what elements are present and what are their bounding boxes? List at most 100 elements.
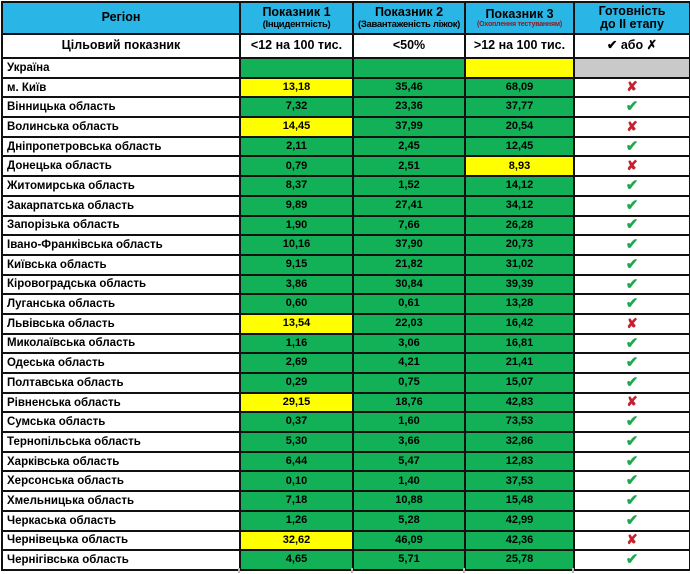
indicator2-cell: 27,41: [352, 194, 466, 217]
region-cell: м. Київ: [1, 76, 241, 99]
indicator2-cell: 1,60: [352, 411, 466, 434]
indicator1-cell: 9,89: [239, 194, 354, 217]
indicator2-cell: 21,82: [352, 253, 466, 276]
table-row: Львівська область 13,54 22,03 16,42 ✘: [1, 312, 690, 335]
indicator3-cell: 16,42: [464, 312, 575, 335]
grid-stub: [238, 568, 240, 573]
table-row: Миколаївська область 1,16 3,06 16,81 ✔: [1, 332, 690, 355]
readiness-cell: ✔: [573, 135, 690, 158]
check-icon: ✔: [625, 295, 639, 313]
check-icon: ✔: [625, 334, 639, 352]
table-row: Київська область 9,15 21,82 31,02 ✔: [1, 253, 690, 276]
indicator1-cell: 4,65: [239, 549, 354, 571]
cross-icon: ✘: [626, 394, 638, 410]
readiness-cell: ✘: [573, 116, 690, 138]
region-cell: Сумська область: [1, 411, 241, 434]
table-row: Волинська область 14,45 37,99 20,54 ✘: [1, 116, 690, 138]
readiness-cell: ✔: [573, 431, 690, 453]
indicator3-cell: 34,12: [464, 194, 575, 217]
readiness-cell: ✘: [573, 76, 690, 99]
grid-stub: [572, 568, 574, 573]
region-cell: Черкаська область: [1, 509, 241, 532]
check-icon: ✔: [625, 452, 639, 470]
indicator3-cell: 15,48: [464, 490, 575, 512]
indicator1-cell: 0,37: [239, 411, 354, 434]
indicator2-cell: 0,61: [352, 293, 466, 315]
table-row: Сумська область 0,37 1,60 73,53 ✔: [1, 411, 690, 434]
region-cell: Луганська область: [1, 293, 241, 315]
region-cell: Чернігівська область: [1, 549, 241, 571]
grid-stub: [351, 568, 353, 573]
region-cell: Рівненська область: [1, 391, 241, 414]
check-icon: ✔: [625, 177, 639, 195]
indicator3-cell: 12,45: [464, 135, 575, 158]
indicator2-cell: 37,99: [352, 116, 466, 138]
readiness-cell: ✔: [573, 549, 690, 571]
cross-icon: ✘: [626, 158, 638, 173]
table-row: Тернопільська область 5,30 3,66 32,86 ✔: [1, 431, 690, 453]
table-row: м. Київ 13,18 35,46 68,09 ✘: [1, 76, 690, 99]
indicator3-cell: 37,77: [464, 96, 575, 119]
region-cell: Вінницька область: [1, 96, 241, 119]
target-label: Цільовий показник: [1, 33, 241, 59]
region-cell: Львівська область: [1, 312, 241, 335]
table-row: Рівненська область 29,15 18,76 42,83 ✘: [1, 391, 690, 414]
col-header-indicator1-subtitle: (Інцидентність): [262, 18, 331, 30]
region-cell: Закарпатська область: [1, 194, 241, 217]
check-icon: ✔: [625, 472, 639, 490]
table-row: Запорізька область 1,90 7,66 26,28 ✔: [1, 214, 690, 237]
table-row: Закарпатська область 9,89 27,41 34,12 ✔: [1, 194, 690, 217]
indicator1-cell: 1,16: [239, 332, 354, 355]
indicator3-cell: 13,28: [464, 293, 575, 315]
indicator1-cell: 13,18: [239, 76, 354, 99]
readiness-cell: ✘: [573, 391, 690, 414]
table-body: Україна м. Київ 13,18 35,46 68,09 ✘ Вінницька …: [1, 57, 690, 571]
readiness-cell: ✔: [573, 470, 690, 493]
check-icon: ✔: [625, 255, 639, 273]
region-cell: Кіровоградська область: [1, 273, 241, 296]
indicator3-cell: 68,09: [464, 76, 575, 99]
indicator3-cell: 8,93: [464, 155, 575, 178]
table-row: Полтавська область 0,29 0,75 15,07 ✔: [1, 372, 690, 394]
readiness-cell: [573, 57, 690, 79]
indicator1-cell: 8,37: [239, 175, 354, 197]
indicator1-cell: 7,32: [239, 96, 354, 119]
indicator1-cell: 3,86: [239, 273, 354, 296]
indicator2-cell: [352, 57, 466, 79]
region-cell: Київська область: [1, 253, 241, 276]
check-icon: ✔: [625, 551, 639, 569]
readiness-cell: ✔: [573, 411, 690, 434]
indicator3-cell: 37,53: [464, 470, 575, 493]
readiness-cell: ✘: [573, 312, 690, 335]
region-cell: Донецька область: [1, 155, 241, 178]
indicator1-cell: 2,69: [239, 352, 354, 374]
readiness-cell: ✔: [573, 490, 690, 512]
indicator3-cell: 14,12: [464, 175, 575, 197]
indicator3-cell: 42,99: [464, 509, 575, 532]
indicator2-cell: 5,71: [352, 549, 466, 571]
indicator1-cell: 0,29: [239, 372, 354, 394]
readiness-cell: ✔: [573, 234, 690, 256]
indicator1-cell: 7,18: [239, 490, 354, 512]
region-cell: Харківська область: [1, 450, 241, 473]
readiness-cell: ✔: [573, 175, 690, 197]
indicator3-cell: 26,28: [464, 214, 575, 237]
table-row: Черкаська область 1,26 5,28 42,99 ✔: [1, 509, 690, 532]
check-icon: ✔: [625, 433, 639, 451]
indicator1-cell: 10,16: [239, 234, 354, 256]
cross-icon: ✘: [626, 315, 638, 331]
region-cell: Тернопільська область: [1, 431, 241, 453]
indicator3-cell: 42,83: [464, 391, 575, 414]
table-row: Харківська область 6,44 5,47 12,83 ✔: [1, 450, 690, 473]
indicator3-cell: 15,07: [464, 372, 575, 394]
region-cell: Івано-Франківська область: [1, 234, 241, 256]
readiness-cell: ✔: [573, 253, 690, 276]
readiness-cell: ✔: [573, 273, 690, 296]
indicator3-cell: 20,73: [464, 234, 575, 256]
readiness-cell: ✔: [573, 332, 690, 355]
table-row: Одеська область 2,69 4,21 21,41 ✔: [1, 352, 690, 374]
target-indicator-row: Цільовий показник <12 на 100 тис. <50% >…: [1, 33, 690, 59]
check-icon: ✔: [625, 196, 639, 214]
indicator2-cell: 23,36: [352, 96, 466, 119]
indicator3-cell: 32,86: [464, 431, 575, 453]
